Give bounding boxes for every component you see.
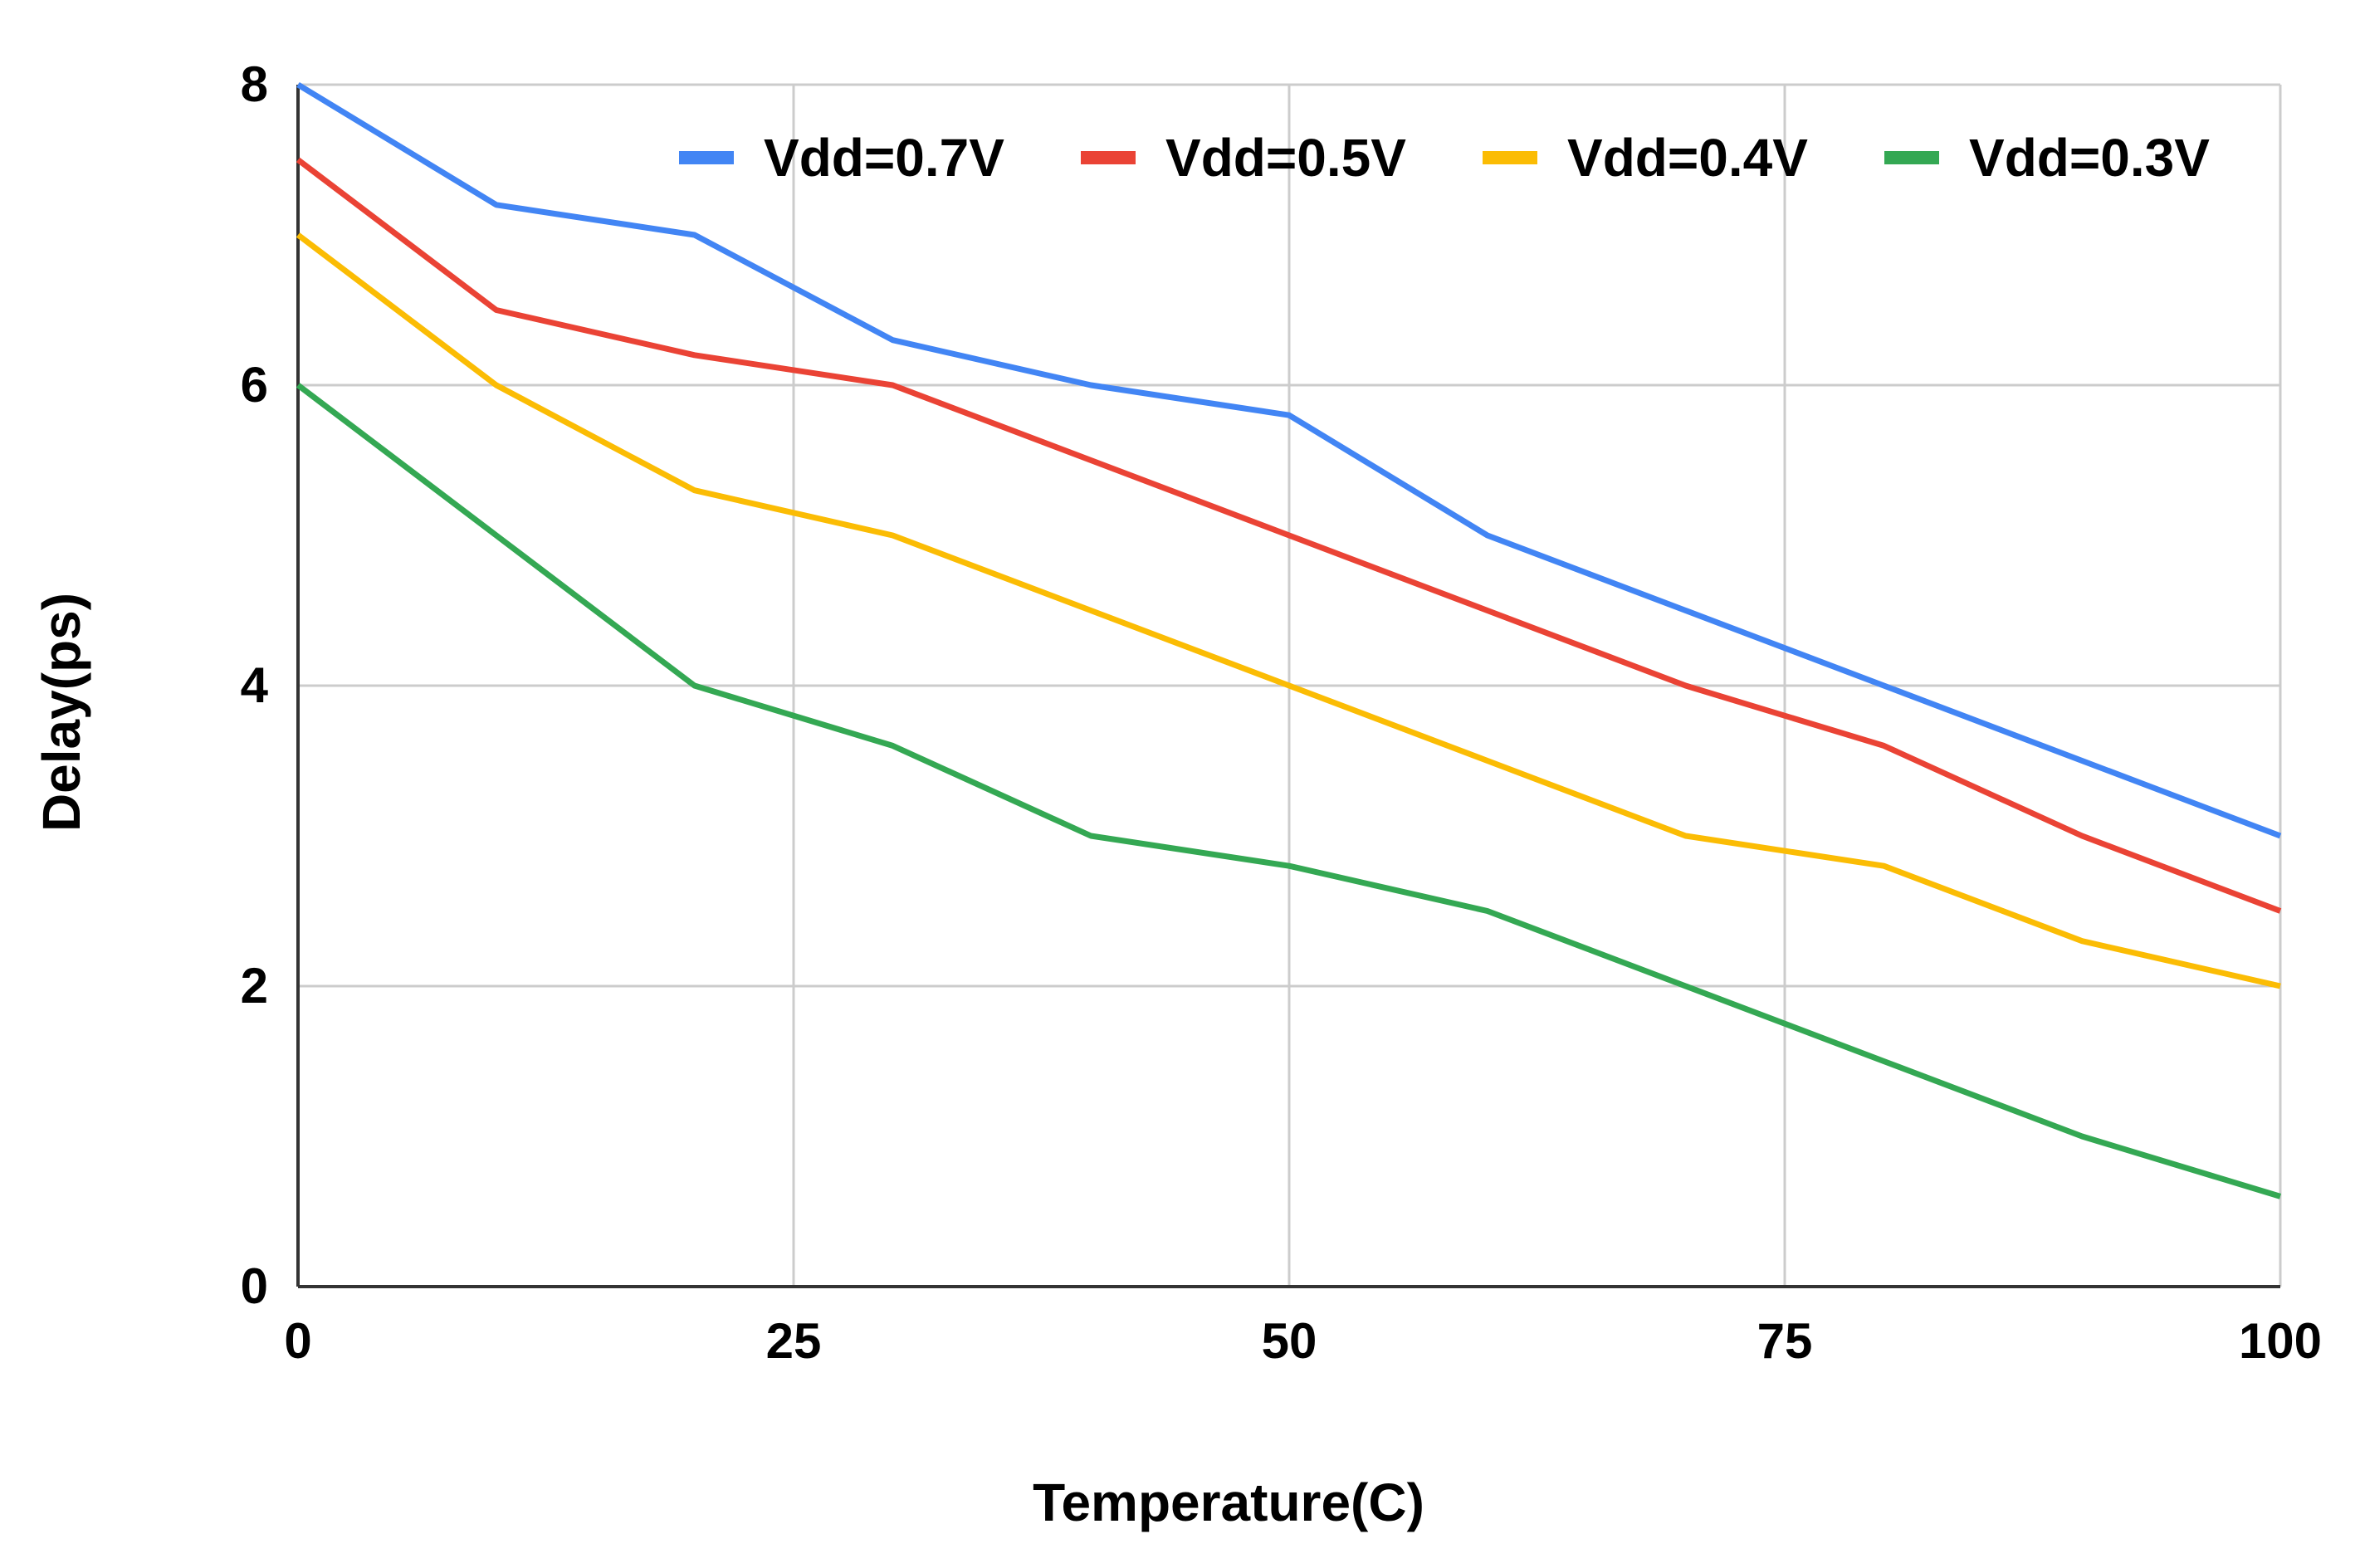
series-line-1	[296, 82, 2282, 839]
legend-label: Vdd=0.5V	[1165, 128, 1406, 188]
x-tick-label: 25	[766, 1313, 822, 1369]
x-tick-label: 0	[284, 1313, 311, 1369]
y-tick-label: 4	[241, 657, 269, 713]
series-lines	[296, 82, 2282, 1199]
y-tick-label: 8	[241, 56, 268, 112]
legend-label: Vdd=0.3V	[1969, 128, 2210, 188]
series-line-2	[296, 157, 2282, 914]
axes	[296, 85, 2280, 1288]
y-tick-label: 6	[241, 357, 268, 413]
legend: Vdd=0.7V Vdd=0.5V Vdd=0.4V Vdd=0.3V	[679, 128, 2210, 188]
x-axis-title: Temperature(C)	[1033, 1473, 1424, 1532]
x-tick-label: 100	[2239, 1313, 2322, 1369]
legend-label: Vdd=0.7V	[764, 128, 1004, 188]
y-tick-label: 0	[241, 1258, 268, 1314]
x-tick-label: 75	[1757, 1313, 1813, 1369]
series-line-3	[296, 232, 2281, 989]
x-tick-label: 50	[1262, 1313, 1317, 1369]
y-axis-title: Delay(ps)	[32, 593, 91, 832]
y-tick-label: 2	[241, 958, 268, 1014]
series-line-4	[296, 383, 2282, 1199]
tick-labels: 0 2 4 6 8 0 25 50 75 100	[241, 56, 2322, 1369]
legend-label: Vdd=0.4V	[1567, 128, 1808, 188]
